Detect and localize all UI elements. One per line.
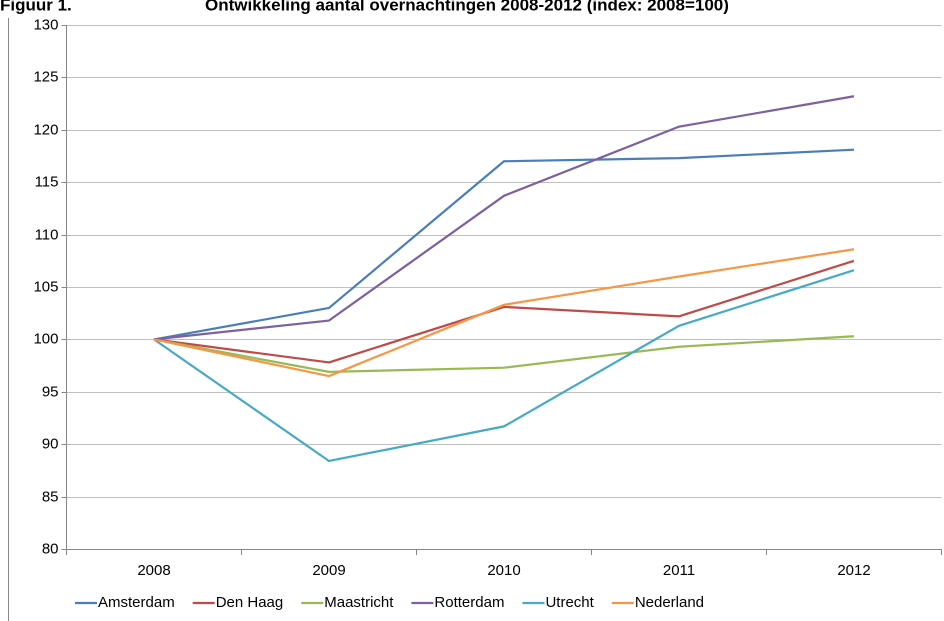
x-tick-label: 2010 — [487, 562, 520, 579]
series-line — [153, 259, 855, 364]
series-line — [153, 269, 855, 463]
x-tick-label: 2008 — [137, 562, 170, 579]
y-tick-label: 90 — [42, 435, 59, 452]
series-line — [153, 95, 855, 341]
x-tick-label: 2011 — [663, 562, 695, 579]
y-tick-label: 115 — [35, 173, 59, 190]
y-tick-label: 120 — [33, 121, 58, 138]
legend-label: Nederland — [635, 594, 704, 611]
y-tick-label: 130 — [33, 16, 58, 33]
series-line — [153, 248, 855, 378]
legend-label: Den Haag — [216, 594, 284, 611]
series-line — [153, 148, 855, 341]
legend-label: Maastricht — [324, 594, 394, 611]
y-tick-label: 80 — [42, 540, 59, 557]
legend-label: Amsterdam — [98, 594, 175, 611]
series-line — [153, 335, 855, 373]
y-tick-label: 105 — [33, 278, 58, 295]
legend-label: Rotterdam — [434, 594, 504, 611]
y-tick-label: 100 — [33, 330, 58, 347]
x-tick-label: 2012 — [837, 562, 870, 579]
legend-label: Utrecht — [545, 594, 594, 611]
figure-label: Figuur 1. — [0, 0, 72, 14]
chart-title: Ontwikkeling aantal overnachtingen 2008-… — [205, 0, 729, 14]
y-tick-label: 125 — [33, 68, 58, 85]
y-tick-label: 85 — [42, 488, 59, 505]
x-tick-label: 2009 — [312, 562, 345, 579]
y-tick-label: 110 — [35, 226, 59, 243]
y-tick-label: 95 — [42, 383, 59, 400]
